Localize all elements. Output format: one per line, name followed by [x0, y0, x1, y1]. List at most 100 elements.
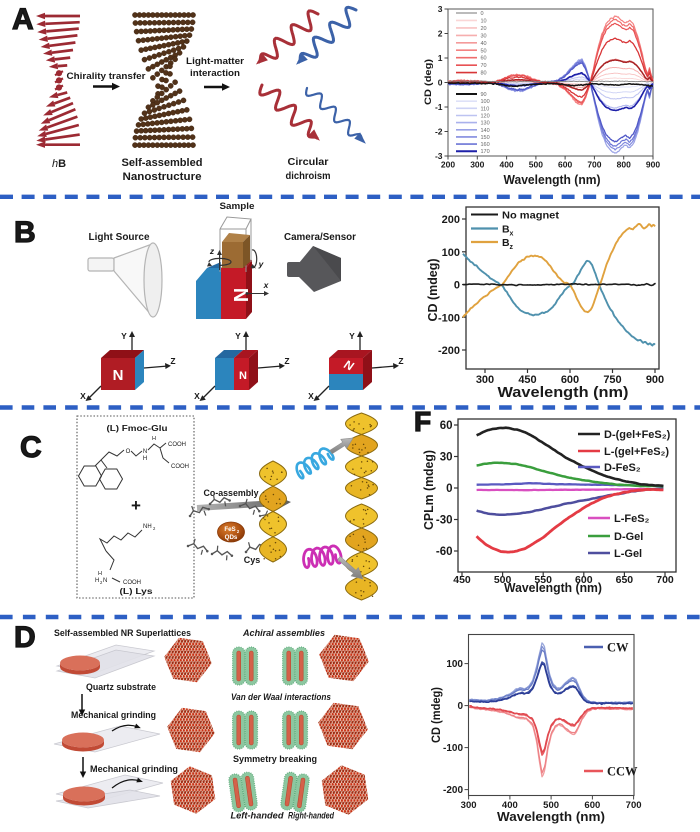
svg-text:Sample: Sample	[220, 201, 255, 212]
svg-text:1: 1	[438, 53, 443, 63]
svg-text:-100: -100	[438, 312, 460, 324]
svg-text:Wavelength (nm): Wavelength (nm)	[504, 173, 601, 187]
svg-text:2: 2	[153, 526, 156, 531]
svg-text:600: 600	[561, 374, 579, 386]
svg-text:z: z	[209, 246, 215, 256]
svg-text:(L) Fmoc-Glu: (L) Fmoc-Glu	[107, 424, 168, 433]
svg-text:O: O	[126, 449, 131, 455]
svg-text:Cys: Cys	[244, 555, 261, 565]
svg-text:Quartz substrate: Quartz substrate	[86, 682, 156, 692]
svg-text:40: 40	[481, 41, 487, 47]
svg-text:-60: -60	[436, 546, 453, 558]
svg-text:N: N	[143, 449, 147, 455]
svg-text:450: 450	[518, 374, 536, 386]
svg-text:200: 200	[442, 214, 460, 226]
svg-text:100: 100	[446, 659, 463, 670]
svg-text:C: C	[20, 431, 42, 464]
svg-text:30: 30	[440, 452, 453, 464]
svg-text:Self-assembled: Self-assembled	[122, 157, 203, 169]
svg-text:Achiral assemblies: Achiral assemblies	[242, 628, 325, 638]
svg-text:B: B	[502, 237, 510, 249]
svg-text:hB: hB	[52, 158, 66, 170]
svg-text:H: H	[152, 436, 156, 442]
svg-text:130: 130	[481, 121, 490, 127]
svg-text:700: 700	[626, 800, 642, 811]
svg-text:-1: -1	[435, 102, 443, 112]
svg-text:Self-assembled NR Superlattice: Self-assembled NR Superlattices	[54, 628, 191, 638]
svg-text:Mechanical grinding: Mechanical grinding	[90, 764, 178, 774]
svg-text:Z: Z	[170, 356, 175, 366]
svg-text:z: z	[510, 244, 514, 251]
svg-text:600: 600	[558, 160, 572, 170]
svg-text:FeS: FeS	[224, 526, 235, 533]
svg-text:NH: NH	[143, 524, 152, 530]
svg-text:dichroism: dichroism	[286, 170, 331, 182]
svg-text:Co-assembly: Co-assembly	[204, 488, 260, 498]
svg-text:300: 300	[476, 374, 494, 386]
svg-text:150: 150	[481, 135, 490, 141]
svg-text:A: A	[12, 3, 34, 36]
svg-text:D-FeS₂: D-FeS₂	[604, 462, 641, 474]
svg-text:D-(gel+FeS₂): D-(gel+FeS₂)	[604, 429, 671, 441]
svg-text:20: 20	[481, 26, 487, 32]
svg-text:L-(gel+FeS₂): L-(gel+FeS₂)	[604, 446, 669, 458]
svg-text:2: 2	[100, 580, 103, 585]
svg-text:Van der Waal interactions: Van der Waal interactions	[231, 692, 331, 702]
svg-text:D: D	[14, 621, 36, 654]
svg-text:600: 600	[575, 574, 593, 586]
svg-text:100: 100	[442, 247, 460, 259]
svg-text:700: 700	[656, 574, 674, 586]
svg-text:CD (mdeg): CD (mdeg)	[431, 687, 443, 743]
svg-text:900: 900	[646, 160, 660, 170]
svg-text:170: 170	[481, 149, 490, 155]
svg-text:N: N	[103, 578, 107, 584]
svg-text:D-Gel: D-Gel	[614, 531, 643, 543]
svg-text:300: 300	[461, 800, 477, 811]
svg-text:800: 800	[617, 160, 631, 170]
svg-text:200: 200	[441, 160, 455, 170]
svg-text:L-FeS₂: L-FeS₂	[614, 513, 650, 525]
svg-text:Z: Z	[284, 356, 289, 366]
svg-text:700: 700	[587, 160, 601, 170]
svg-text:-100: -100	[443, 743, 463, 754]
svg-text:60: 60	[481, 56, 487, 62]
svg-text:80: 80	[481, 71, 487, 77]
svg-text:COOH: COOH	[123, 580, 141, 586]
svg-text:0: 0	[454, 280, 460, 292]
svg-text:X: X	[308, 391, 314, 401]
svg-text:X: X	[80, 391, 86, 401]
svg-text:(L) Lys: (L) Lys	[120, 587, 154, 596]
svg-text:140: 140	[481, 128, 490, 134]
svg-text:0: 0	[446, 483, 452, 495]
svg-text:CD (deg): CD (deg)	[423, 59, 434, 105]
svg-text:100: 100	[481, 99, 490, 105]
svg-text:N: N	[113, 367, 124, 384]
svg-text:CPLm (mdeg): CPLm (mdeg)	[422, 450, 436, 530]
svg-text:400: 400	[502, 800, 518, 811]
svg-text:Mechanical grinding: Mechanical grinding	[71, 710, 156, 720]
svg-text:Camera/Sensor: Camera/Sensor	[284, 232, 356, 243]
svg-text:Light-matter: Light-matter	[186, 56, 244, 67]
svg-text:-30: -30	[436, 515, 453, 527]
svg-text:300: 300	[470, 160, 484, 170]
svg-text:CCW: CCW	[607, 765, 638, 779]
svg-text:-3: -3	[435, 151, 443, 161]
svg-text:400: 400	[499, 160, 513, 170]
svg-text:Wavelength (nm): Wavelength (nm)	[497, 809, 605, 824]
svg-text:X: X	[194, 391, 200, 401]
svg-text:N: N	[229, 288, 251, 302]
svg-text:QDs: QDs	[225, 534, 238, 541]
svg-text:Y: Y	[349, 331, 355, 341]
svg-text:500: 500	[494, 574, 512, 586]
svg-text:0: 0	[457, 701, 463, 712]
svg-text:500: 500	[543, 800, 559, 811]
svg-text:Circular: Circular	[288, 156, 329, 168]
svg-text:No magnet: No magnet	[502, 210, 560, 222]
svg-text:3: 3	[438, 4, 443, 14]
svg-text:CD (mdeg): CD (mdeg)	[425, 259, 440, 322]
svg-text:Wavelength (nm): Wavelength (nm)	[504, 581, 602, 595]
svg-text:90: 90	[481, 92, 487, 98]
svg-text:Y: Y	[121, 331, 127, 341]
svg-text:650: 650	[616, 574, 634, 586]
svg-text:y: y	[258, 259, 265, 269]
